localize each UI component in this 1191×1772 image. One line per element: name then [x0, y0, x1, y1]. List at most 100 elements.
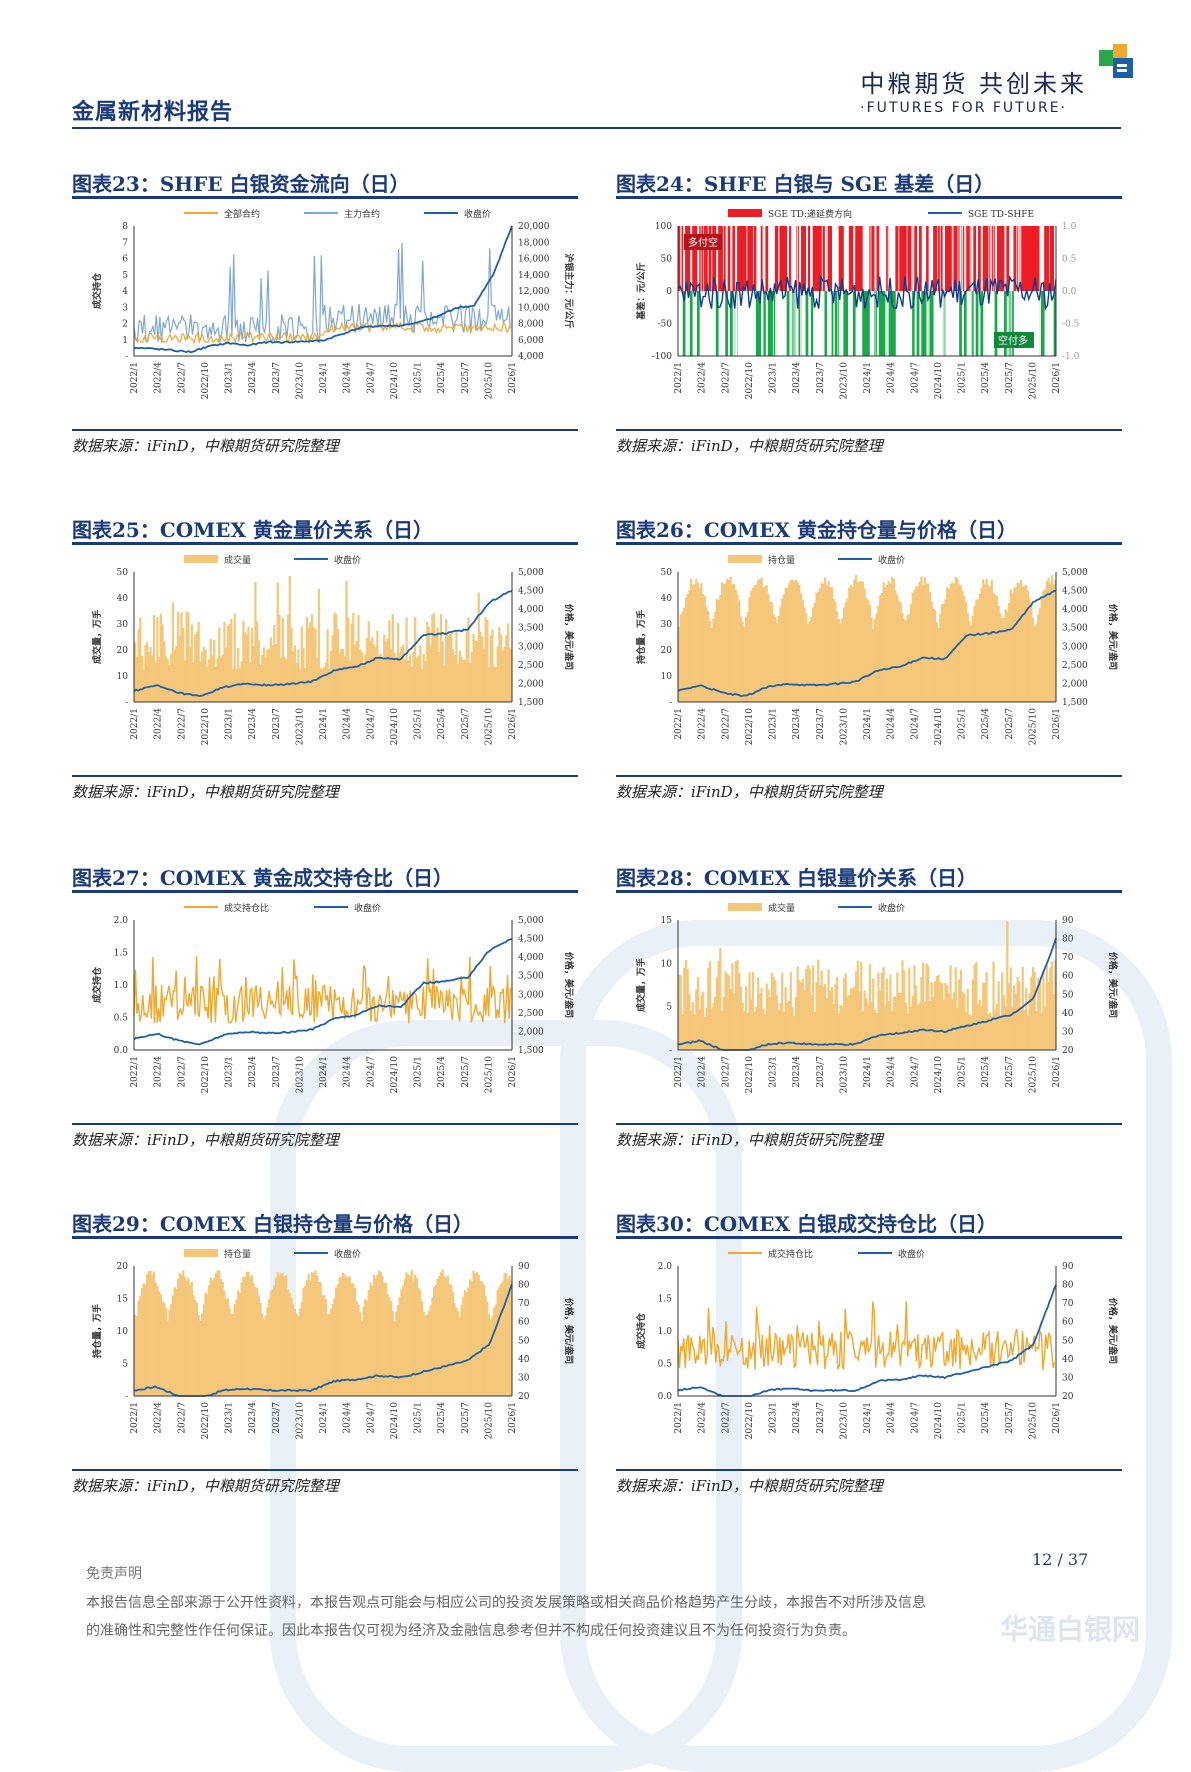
- volume-bar: [921, 584, 925, 702]
- volume-bar: [1009, 589, 1012, 702]
- volume-bar: [250, 627, 254, 702]
- volume-bar: [842, 977, 846, 1050]
- volume-bar: [801, 978, 804, 1050]
- volume-bar: [376, 1274, 379, 1396]
- volume-bar: [467, 1287, 470, 1396]
- volume-bar: [1030, 976, 1033, 1050]
- volume-bar: [443, 1276, 446, 1396]
- volume-bar: [1009, 967, 1012, 1050]
- volume-bar: [393, 1320, 396, 1396]
- volume-bar: [264, 657, 267, 702]
- volume-bar: [158, 1291, 161, 1396]
- volume-bar: [252, 1283, 255, 1396]
- figure-bottom-rule: [72, 1123, 578, 1125]
- volume-bar: [774, 980, 777, 1050]
- volume-bar: [810, 616, 813, 702]
- basis-direction-bar: [892, 291, 896, 356]
- volume-bar: [226, 1298, 229, 1396]
- basis-direction-bar: [1041, 291, 1045, 356]
- report-title: 金属新材料报告: [72, 99, 234, 125]
- x-tick-label: 2025/7: [461, 1402, 471, 1434]
- volume-bar: [207, 659, 211, 702]
- volume-bar: [173, 649, 176, 702]
- volume-bar: [451, 649, 455, 702]
- volume-bar: [708, 621, 712, 702]
- volume-bar: [832, 1004, 835, 1050]
- volume-bar: [915, 586, 918, 702]
- basis-direction-bar: [885, 226, 889, 291]
- volume-bar: [436, 627, 439, 702]
- basis-direction-bar: [696, 291, 700, 356]
- volume-bar: [975, 961, 978, 1050]
- basis-direction-bar: [940, 226, 943, 291]
- volume-bar: [302, 1287, 305, 1396]
- x-tick-label: 2025/7: [1005, 362, 1015, 394]
- x-tick-label: 2024/7: [366, 1056, 376, 1088]
- y-right-tick-label: 40: [1062, 1355, 1074, 1365]
- volume-bar: [913, 965, 916, 1050]
- basis-direction-bar: [822, 226, 825, 291]
- y-left-axis-title: 成交持仓: [91, 966, 103, 1003]
- volume-bar: [739, 986, 743, 1050]
- volume-bar: [422, 654, 425, 702]
- chart-legend: 成交量 收盘价: [184, 554, 361, 566]
- volume-bar: [255, 621, 259, 702]
- y-left-axis-title: 基差：元/公斤: [635, 262, 647, 320]
- x-tick-label: 2024/10: [934, 708, 944, 746]
- x-tick-label: 2024/10: [934, 1056, 944, 1094]
- basis-direction-bar: [826, 226, 830, 291]
- legend-label: 收盘价: [878, 902, 905, 914]
- volume-bar: [297, 649, 300, 702]
- volume-bar: [414, 616, 417, 702]
- volume-bar: [781, 598, 784, 702]
- volume-bar: [951, 999, 954, 1050]
- x-tick-label: 2023/7: [816, 708, 826, 740]
- volume-bar: [909, 604, 913, 702]
- basis-direction-bar: [784, 226, 788, 291]
- x-tick-label: 2022/7: [721, 708, 731, 740]
- volume-bar: [455, 1308, 458, 1396]
- y-left-tick-label: 1: [122, 336, 128, 346]
- basis-direction-bar: [916, 291, 920, 356]
- x-tick-label: 2025/4: [437, 1056, 447, 1088]
- volume-bar: [947, 992, 950, 1050]
- basis-direction-bar: [1027, 226, 1031, 291]
- y-right-tick-label: 1.0: [1062, 222, 1077, 232]
- chart-legend: SGE TD:递延费方向 SGE TD-SHFE: [728, 208, 1034, 220]
- volume-bar: [782, 594, 786, 702]
- volume-bar: [805, 968, 808, 1050]
- basis-direction-bar: [748, 226, 752, 291]
- y-right-tick-label: 1,500: [1062, 698, 1088, 708]
- volume-bar: [185, 611, 188, 702]
- x-tick-label: 2024/10: [390, 362, 400, 400]
- x-tick-label: 2022/7: [177, 362, 187, 394]
- volume-bar: [359, 649, 362, 702]
- volume-bar: [985, 972, 988, 1050]
- volume-bar: [877, 605, 880, 702]
- volume-bar: [934, 981, 937, 1050]
- volume-bar: [837, 1013, 841, 1050]
- volume-bar: [213, 639, 216, 702]
- volume-bar: [1052, 994, 1055, 1050]
- y-right-axis-title: 价格，美元/盎司: [1107, 1298, 1119, 1364]
- volume-bar: [192, 1295, 195, 1396]
- volume-bar: [154, 662, 157, 702]
- basis-direction-bar: [838, 226, 842, 291]
- volume-bar: [242, 620, 245, 702]
- basis-direction-bar: [729, 291, 733, 356]
- basis-direction-bar: [755, 291, 759, 356]
- volume-bar: [221, 654, 224, 702]
- volume-bar: [481, 636, 484, 702]
- volume-bar: [891, 1010, 894, 1050]
- volume-bar: [259, 1302, 262, 1396]
- y-right-tick-label: 5,000: [518, 916, 544, 926]
- volume-bar: [825, 997, 828, 1050]
- volume-bar: [1040, 597, 1043, 702]
- x-tick-label: 2022/1: [130, 1056, 140, 1088]
- basis-direction-bar: [1044, 226, 1047, 291]
- volume-bar: [305, 1280, 309, 1396]
- volume-bar: [791, 1007, 794, 1050]
- volume-bar: [920, 977, 923, 1050]
- volume-bar: [195, 631, 199, 702]
- x-tick-label: 2025/10: [1028, 708, 1038, 746]
